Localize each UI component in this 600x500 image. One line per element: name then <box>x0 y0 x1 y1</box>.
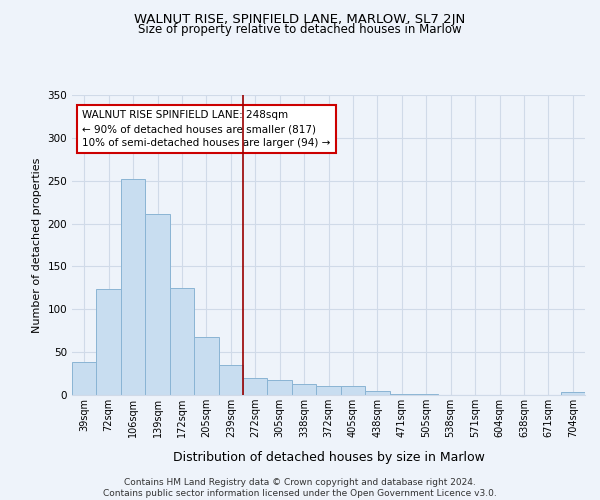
Bar <box>341 386 365 395</box>
Bar <box>72 362 97 395</box>
Text: WALNUT RISE, SPINFIELD LANE, MARLOW, SL7 2JN: WALNUT RISE, SPINFIELD LANE, MARLOW, SL7… <box>134 12 466 26</box>
Bar <box>414 394 439 395</box>
Text: WALNUT RISE SPINFIELD LANE: 248sqm
← 90% of detached houses are smaller (817)
10: WALNUT RISE SPINFIELD LANE: 248sqm ← 90%… <box>82 110 331 148</box>
Bar <box>121 179 145 395</box>
Bar <box>218 365 243 395</box>
Bar <box>194 336 218 395</box>
Bar <box>97 288 121 395</box>
Text: Size of property relative to detached houses in Marlow: Size of property relative to detached ho… <box>138 22 462 36</box>
Bar <box>243 378 268 395</box>
Bar <box>560 392 585 395</box>
Bar <box>389 394 414 395</box>
Bar <box>145 214 170 395</box>
Bar <box>268 380 292 395</box>
Text: Contains HM Land Registry data © Crown copyright and database right 2024.
Contai: Contains HM Land Registry data © Crown c… <box>103 478 497 498</box>
Bar <box>365 390 389 395</box>
Bar <box>292 384 316 395</box>
Y-axis label: Number of detached properties: Number of detached properties <box>32 158 42 332</box>
X-axis label: Distribution of detached houses by size in Marlow: Distribution of detached houses by size … <box>173 451 484 464</box>
Bar <box>316 386 341 395</box>
Bar <box>170 288 194 395</box>
